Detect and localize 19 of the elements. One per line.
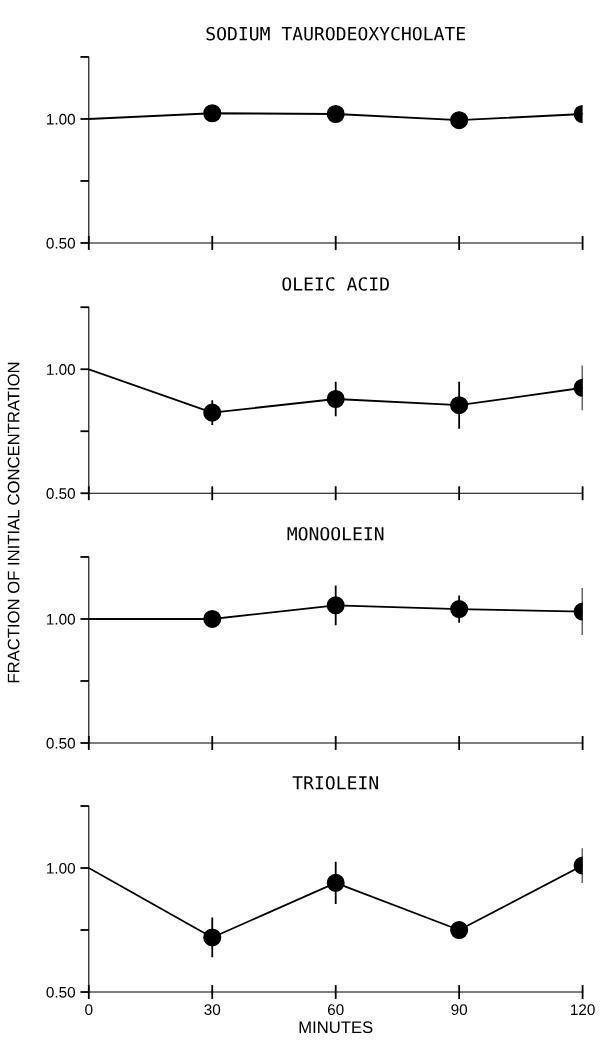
x-tick-label: 120: [571, 1004, 595, 1016]
y-tick-label: 1.00: [47, 862, 76, 874]
x-tick-label: 60: [327, 1004, 344, 1016]
x-axis-title: MINUTES: [299, 1021, 373, 1034]
y-tick-label: 0.50: [46, 986, 76, 998]
y-tick-label: 0.50: [46, 237, 76, 249]
chart-title: TRIOLEIN: [292, 775, 378, 790]
x-tick-label: 90: [451, 1004, 468, 1016]
y-tick-label: 1.00: [47, 613, 76, 625]
y-tick-label: 1.00: [47, 364, 76, 375]
y-tick-label: 1.00: [47, 113, 76, 125]
y-axis-title: FRACTION OF INITIAL CONCENTRATION: [7, 362, 20, 683]
y-tick-label: 0.50: [46, 737, 76, 749]
x-tick-label: 0: [85, 1004, 93, 1016]
chart-title: MONOOLEIN: [287, 526, 384, 541]
chart-title: SODIUM TAURODEOXYCHOLATE: [206, 26, 465, 41]
x-tick-label: 30: [204, 1004, 221, 1016]
chart-title: OLEIC ACID: [282, 277, 389, 291]
y-tick-label: 0.50: [46, 488, 76, 499]
